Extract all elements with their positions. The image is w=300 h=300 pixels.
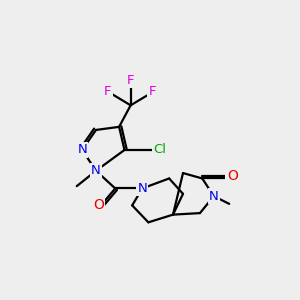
Text: F: F: [148, 85, 156, 98]
Text: N: N: [137, 182, 147, 195]
Text: F: F: [127, 74, 134, 87]
Text: O: O: [227, 169, 238, 183]
Text: N: N: [91, 164, 101, 177]
Text: F: F: [104, 85, 111, 98]
Text: Cl: Cl: [153, 143, 167, 156]
Text: N: N: [77, 143, 87, 157]
Text: O: O: [93, 198, 104, 212]
Text: N: N: [209, 190, 219, 203]
